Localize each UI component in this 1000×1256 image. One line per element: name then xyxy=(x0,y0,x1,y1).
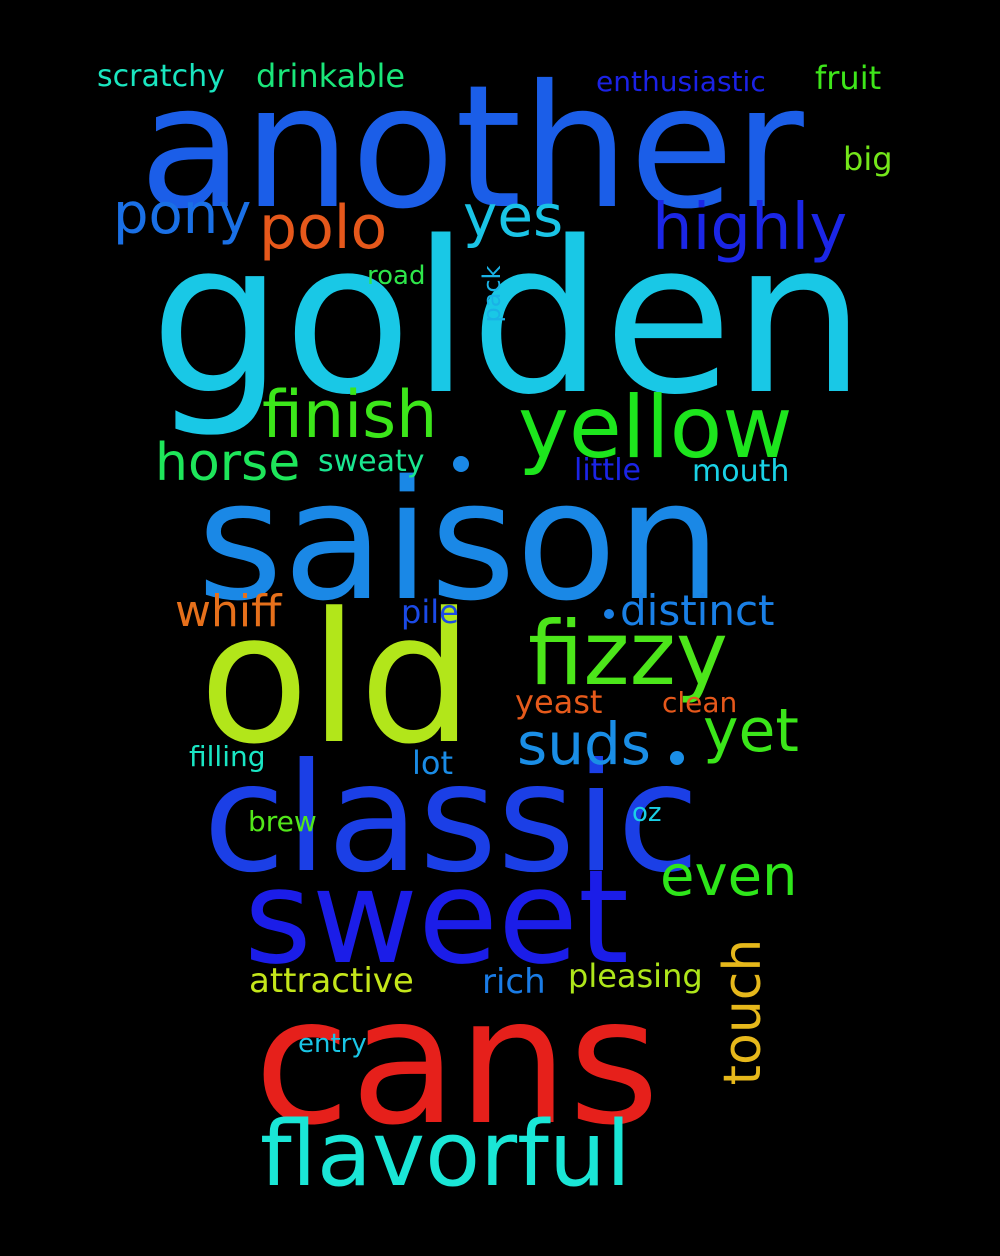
word-golden: golden xyxy=(150,196,866,441)
dot-3 xyxy=(670,751,684,765)
word-road: road xyxy=(367,261,426,291)
word-mouth: mouth xyxy=(692,454,790,489)
word-suds: suds xyxy=(517,710,652,778)
word-polo: polo xyxy=(259,193,388,263)
word-scratchy: scratchy xyxy=(97,59,225,94)
word-whiff: whiff xyxy=(175,586,282,637)
word-brew: brew xyxy=(248,805,317,838)
word-drinkable: drinkable xyxy=(256,57,406,95)
word-another: another xyxy=(139,49,804,247)
word-pack: pack xyxy=(478,265,506,323)
word-yet: yet xyxy=(703,696,799,766)
word-classic: classic xyxy=(203,732,700,906)
word-yeast: yeast xyxy=(515,683,603,721)
word-old: old xyxy=(199,575,474,784)
dot-1 xyxy=(453,456,469,472)
word-attractive: attractive xyxy=(249,961,414,1001)
word-filling: filling xyxy=(189,740,266,773)
word-horse: horse xyxy=(155,433,301,493)
word-touch: touch xyxy=(713,938,773,1086)
word-enthusiastic: enthusiastic xyxy=(596,65,766,98)
word-yes: yes xyxy=(463,182,564,250)
word-sweet: sweet xyxy=(244,841,629,993)
word-finish: finish xyxy=(262,378,438,453)
word-fizzy: fizzy xyxy=(528,602,728,705)
word-pleasing: pleasing xyxy=(568,957,703,995)
dot-2 xyxy=(604,609,614,619)
word-even: even xyxy=(660,844,798,909)
word-pile: pile xyxy=(401,593,459,631)
word-entry: entry xyxy=(298,1029,367,1059)
word-yellow: yellow xyxy=(518,378,793,478)
word-flavorful: flavorful xyxy=(260,1102,631,1207)
word-cans: cans xyxy=(254,961,660,1164)
word-clean: clean xyxy=(662,686,738,719)
word-oz: oz xyxy=(632,798,662,828)
word-lot: lot xyxy=(412,744,454,782)
word-fruit: fruit xyxy=(815,59,882,97)
word-highly: highly xyxy=(652,191,848,265)
word-sweaty: sweaty xyxy=(318,444,425,479)
word-pony: pony xyxy=(113,182,252,247)
word-big: big xyxy=(843,140,893,178)
word-rich: rich xyxy=(482,962,546,1002)
word-distinct: distinct xyxy=(620,586,775,635)
word-little: little xyxy=(574,453,641,488)
word-saison: saison xyxy=(197,445,722,637)
